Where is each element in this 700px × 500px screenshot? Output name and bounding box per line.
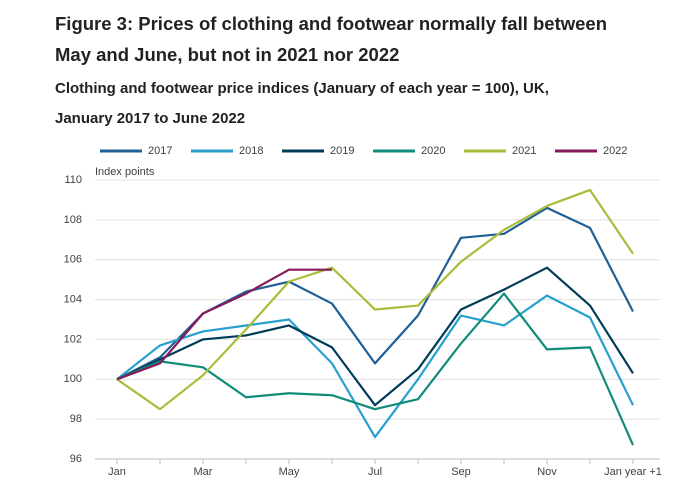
series-line (116, 206, 634, 381)
x-tick-label: Jul (368, 466, 382, 478)
x-tick-label: Jan year +1 (604, 466, 662, 478)
legend-label: 2020 (421, 145, 445, 157)
x-tick-label: Mar (194, 466, 213, 478)
y-tick-label: 96 (70, 453, 82, 465)
x-tick-label: Nov (537, 466, 557, 478)
y-tick-label: 104 (64, 293, 82, 305)
x-tick-label: Sep (451, 466, 471, 478)
y-tick-label: 98 (70, 413, 82, 425)
y-tick-label: 108 (64, 214, 82, 226)
series-line (116, 266, 634, 407)
y-tick-label: 100 (64, 373, 82, 385)
y-tick-label: 106 (64, 254, 82, 266)
series-line (116, 188, 634, 411)
legend-label: 2022 (603, 145, 627, 157)
chart-title: Figure 3: Prices of clothing and footwea… (55, 13, 608, 65)
legend-label: 2018 (239, 145, 263, 157)
series-line (116, 268, 332, 381)
legend-label: 2021 (512, 145, 536, 157)
x-tick-label: Jan (108, 466, 126, 478)
series-line (116, 292, 635, 446)
y-axis-label: Index points (95, 166, 155, 178)
legend-label: 2017 (148, 145, 172, 157)
series-line (116, 294, 634, 439)
legend-label: 2019 (330, 145, 354, 157)
y-tick-label: 102 (64, 333, 82, 345)
x-tick-label: May (279, 466, 300, 478)
y-tick-label: 110 (64, 174, 82, 186)
chart-subtitle: Clothing and footwear price indices (Jan… (55, 80, 549, 127)
